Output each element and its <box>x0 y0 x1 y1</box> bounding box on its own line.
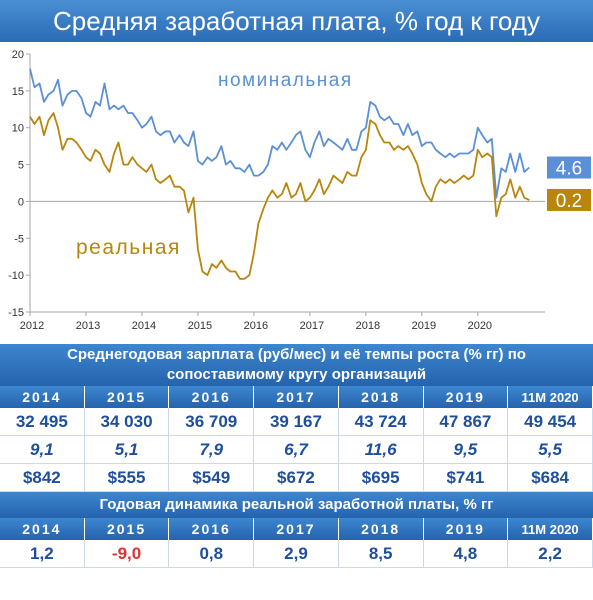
end-label-box <box>547 156 591 179</box>
usd-cell: $684 <box>508 464 593 492</box>
real-value-cell: 2,2 <box>508 540 593 568</box>
end-label-box <box>547 188 591 211</box>
tables: Среднегодовая зарплата (руб/мес) и её те… <box>0 344 593 600</box>
y-tick-label: -5 <box>14 233 24 245</box>
series-line-nominal <box>29 68 530 199</box>
y-tick-label: -15 <box>8 307 24 319</box>
real-value-cell: 1,2 <box>0 540 85 568</box>
year-cell: 2016 <box>169 386 255 408</box>
rub-cell: 43 724 <box>338 408 424 436</box>
x-tick-label: 2012 <box>20 320 44 332</box>
salary-table: Среднегодовая зарплата (руб/мес) и её те… <box>0 344 593 492</box>
chart-area: -15 -10 -5 0 5 10 15 20 2012 2013 2014 2015 2016 2017… <box>0 42 593 344</box>
x-tick-label: 2015 <box>188 320 212 332</box>
real-value-cell: -9,0 <box>84 540 170 568</box>
year-cell: 2018 <box>338 518 424 540</box>
rub-row: 32 495 34 030 36 709 39 167 43 724 47 86… <box>0 408 593 436</box>
page-title: Средняя заработная плата, % год к году <box>0 0 593 42</box>
y-tick-label: 5 <box>18 160 24 172</box>
x-tick-label: 2013 <box>76 320 100 332</box>
growth-cell: 5,5 <box>508 436 593 464</box>
growth-cell: 11,6 <box>338 436 424 464</box>
year-cell: 2017 <box>254 518 339 540</box>
year-cell: 2014 <box>0 518 85 540</box>
x-tick-label: 2016 <box>244 320 268 332</box>
usd-row: $842 $555 $549 $672 $695 $741 $684 <box>0 464 593 492</box>
year-cell: 2015 <box>84 518 170 540</box>
year-cell: 11М 2020 <box>508 518 593 540</box>
y-tick-label: 0 <box>18 196 24 208</box>
growth-row: 9,1 5,1 7,9 6,7 11,6 9,5 5,5 <box>0 436 593 464</box>
x-tick-label: 2017 <box>300 320 324 332</box>
year-cell: 2019 <box>423 386 509 408</box>
growth-cell: 9,5 <box>423 436 509 464</box>
rub-cell: 49 454 <box>508 408 593 436</box>
real-values-row: 1,2 -9,0 0,8 2,9 8,5 4,8 2,2 <box>0 540 593 568</box>
usd-cell: $549 <box>169 464 255 492</box>
series-line-real <box>29 112 530 280</box>
usd-cell: $741 <box>423 464 509 492</box>
year-cell: 2014 <box>0 386 85 408</box>
growth-cell: 9,1 <box>0 436 85 464</box>
rub-cell: 32 495 <box>0 408 85 436</box>
line-chart: -15 -10 -5 0 5 10 15 20 2012 2013 2014 2015 2016 2017… <box>8 49 591 332</box>
usd-cell: $842 <box>0 464 85 492</box>
real-value-cell: 4,8 <box>423 540 509 568</box>
salary-table-title-line2: сопоставимому кругу организаций <box>166 366 427 383</box>
year-cell: 2016 <box>169 518 255 540</box>
salary-table-title-line1: Среднегодовая зарплата (руб/мес) и её те… <box>67 346 526 363</box>
rub-cell: 47 867 <box>423 408 509 436</box>
y-tick-label: 10 <box>12 123 24 135</box>
end-label: 0.2 <box>556 191 582 212</box>
y-tick-label: 15 <box>12 86 24 98</box>
usd-cell: $695 <box>338 464 424 492</box>
salary-years-row: 2014 2015 2016 2017 2018 2019 11М 2020 <box>0 386 593 408</box>
end-label: 4.6 <box>556 159 582 180</box>
y-tick-label: 20 <box>12 49 24 61</box>
year-cell: 2015 <box>84 386 170 408</box>
series-label-real: реальная <box>76 236 181 259</box>
real-wage-table-title: Годовая динамика реальной заработной пла… <box>0 492 593 518</box>
year-cell: 2019 <box>423 518 509 540</box>
rub-cell: 39 167 <box>254 408 339 436</box>
y-tick-label: -10 <box>8 270 24 282</box>
x-tick-label: 2014 <box>132 320 156 332</box>
series-label-nominal: номинальная <box>218 70 353 91</box>
salary-table-title: Среднегодовая зарплата (руб/мес) и её те… <box>0 344 593 386</box>
growth-cell: 7,9 <box>169 436 255 464</box>
x-tick-label: 2018 <box>356 320 380 332</box>
growth-cell: 6,7 <box>254 436 339 464</box>
usd-cell: $555 <box>84 464 170 492</box>
real-wage-table: Годовая динамика реальной заработной пла… <box>0 492 593 568</box>
real-value-cell: 0,8 <box>169 540 255 568</box>
real-value-cell: 8,5 <box>338 540 424 568</box>
growth-cell: 5,1 <box>84 436 170 464</box>
usd-cell: $672 <box>254 464 339 492</box>
real-years-row: 2014 2015 2016 2017 2018 2019 11М 2020 <box>0 518 593 540</box>
rub-cell: 34 030 <box>84 408 170 436</box>
real-value-cell: 2,9 <box>254 540 339 568</box>
x-tick-label: 2019 <box>412 320 436 332</box>
year-cell: 2018 <box>338 386 424 408</box>
year-cell: 2017 <box>254 386 339 408</box>
year-cell: 11М 2020 <box>508 386 593 408</box>
x-tick-label: 2020 <box>468 320 492 332</box>
rub-cell: 36 709 <box>169 408 255 436</box>
